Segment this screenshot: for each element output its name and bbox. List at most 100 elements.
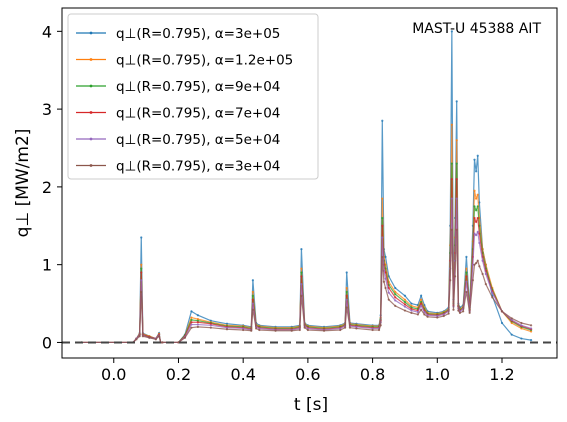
series-point xyxy=(420,298,423,301)
series-point xyxy=(530,339,533,342)
series-point xyxy=(471,279,474,282)
y-tick-label: 0 xyxy=(42,333,52,352)
series-point xyxy=(140,279,143,282)
series-point xyxy=(476,230,479,234)
series-point xyxy=(500,310,504,313)
series-point xyxy=(455,139,458,142)
series-point xyxy=(455,100,458,103)
series-point xyxy=(300,294,303,297)
series-point xyxy=(196,318,199,321)
legend-label: q⊥(R=0.795), α=3e+04 xyxy=(116,159,280,175)
legend-label: q⊥(R=0.795), α=7e+04 xyxy=(116,106,280,122)
series-point xyxy=(455,228,458,231)
x-tick-label: 0.0 xyxy=(101,365,126,384)
series-point xyxy=(442,314,445,318)
series-point xyxy=(300,271,303,274)
series-point xyxy=(447,312,450,315)
series-point xyxy=(154,338,157,341)
series-point xyxy=(450,162,453,165)
legend-marker xyxy=(89,111,93,114)
series-point xyxy=(140,263,143,266)
legend-item: q⊥(R=0.795), α=7e+04 xyxy=(76,106,280,122)
series-point xyxy=(416,313,419,316)
x-tick-label: 0.2 xyxy=(166,365,191,384)
series-point xyxy=(384,255,387,258)
legend-items: q⊥(R=0.795), α=3e+05 q⊥(R=0.795), α=1.2e+… xyxy=(76,26,293,175)
series-point xyxy=(465,271,468,274)
series-point xyxy=(394,286,397,290)
series-point xyxy=(420,302,423,305)
series-point xyxy=(251,290,254,293)
legend-item: q⊥(R=0.795), α=9e+04 xyxy=(76,79,280,95)
x-axis-label: t [s] xyxy=(294,395,328,415)
series-point xyxy=(476,259,479,262)
series-point xyxy=(384,286,387,290)
series-point xyxy=(478,241,481,244)
series-point xyxy=(410,311,413,314)
series-point xyxy=(420,304,423,307)
legend-item: q⊥(R=0.795), α=5e+04 xyxy=(76,132,280,148)
series-point xyxy=(420,300,423,304)
series-point xyxy=(161,341,164,344)
series-point xyxy=(190,310,193,313)
y-tick-label: 1 xyxy=(42,256,52,275)
series-point xyxy=(355,327,358,330)
series-point xyxy=(423,313,426,316)
series-point xyxy=(473,216,476,220)
series-point xyxy=(379,324,382,327)
series-point xyxy=(258,328,261,332)
legend: q⊥(R=0.795), α=3e+05 q⊥(R=0.795), α=1.2e+… xyxy=(67,13,319,180)
series-point xyxy=(209,319,212,322)
series-point xyxy=(476,154,479,157)
series-point xyxy=(450,30,453,33)
series-point xyxy=(520,337,523,340)
series-point xyxy=(394,296,397,299)
series-point xyxy=(403,309,407,312)
series-point xyxy=(455,178,458,181)
series-point xyxy=(384,277,387,280)
series-point xyxy=(473,205,476,208)
series-point xyxy=(339,328,342,332)
series-point xyxy=(450,178,453,181)
series-point xyxy=(190,318,193,321)
series-point xyxy=(475,209,478,212)
series-point xyxy=(478,232,481,235)
series-point xyxy=(465,290,468,293)
series-point xyxy=(387,298,390,301)
series-point xyxy=(510,317,513,320)
series-point xyxy=(410,309,413,312)
series-point xyxy=(209,326,212,329)
series-point xyxy=(140,271,143,274)
series-point xyxy=(476,216,479,220)
plot-frame xyxy=(61,7,558,359)
series-point xyxy=(394,299,397,302)
legend-marker xyxy=(89,84,93,88)
legend-marker xyxy=(89,58,93,61)
x-tick-label: 0.4 xyxy=(230,365,255,384)
series-point xyxy=(387,291,390,294)
series-point xyxy=(345,286,348,290)
series-point xyxy=(436,314,439,318)
series-layer xyxy=(80,30,533,344)
series-point xyxy=(510,318,513,321)
series-point xyxy=(473,232,476,235)
series-point xyxy=(453,275,457,278)
y-tick-label: 4 xyxy=(42,22,52,41)
series-point xyxy=(468,311,471,314)
series-point xyxy=(300,275,303,278)
series-point xyxy=(183,336,187,339)
series-point xyxy=(242,327,245,330)
series-point xyxy=(190,323,193,326)
series-point xyxy=(475,197,478,200)
legend-box xyxy=(67,13,319,180)
series-point xyxy=(381,197,384,200)
y-axis-label: q⊥ [MW/m2] xyxy=(13,129,33,238)
series-point xyxy=(377,328,381,332)
series-point xyxy=(371,328,374,332)
series-point xyxy=(530,330,533,333)
series-point xyxy=(251,294,254,297)
series-point xyxy=(450,197,453,200)
series-point xyxy=(345,298,348,301)
series-point xyxy=(530,324,533,327)
